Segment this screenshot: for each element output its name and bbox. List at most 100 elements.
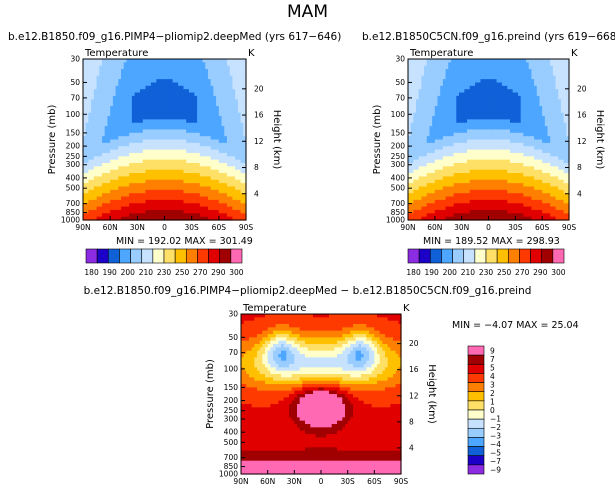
field-cell: [226, 206, 231, 211]
field-cell: [480, 213, 484, 218]
field-cell: [461, 75, 465, 80]
field-cell: [453, 105, 457, 110]
field-cell: [450, 139, 455, 144]
field-cell: [515, 146, 519, 151]
field-cell: [107, 129, 111, 134]
field-cell: [107, 72, 111, 77]
field-cell: [205, 169, 209, 174]
field-cell: [126, 152, 130, 157]
field-cell: [243, 156, 247, 161]
field-cell: [493, 109, 498, 114]
field-cell: [85, 203, 90, 208]
field-cell: [150, 119, 155, 124]
field-cell: [218, 89, 223, 94]
field-cell: [520, 85, 524, 90]
field-cell: [131, 122, 136, 127]
field-cell: [472, 65, 476, 70]
field-cell: [434, 166, 439, 171]
field-cell: [112, 139, 117, 144]
field-cell: [183, 193, 187, 198]
field-cell: [477, 199, 482, 204]
field-cell: [515, 139, 519, 144]
field-cell: [156, 105, 160, 110]
field-cell: [145, 59, 149, 63]
field-cell: [488, 136, 492, 141]
field-cell: [96, 152, 100, 157]
field-cell: [434, 102, 439, 107]
field-cell: [437, 199, 441, 204]
field-cell: [477, 62, 482, 67]
field-cell: [429, 162, 433, 167]
field-cell: [472, 59, 476, 63]
field-cell: [224, 213, 228, 218]
field-cell: [186, 179, 190, 184]
field-cell: [456, 179, 460, 184]
field-cell: [456, 186, 460, 191]
field-cell: [148, 146, 152, 151]
field-cell: [229, 95, 234, 100]
field-cell: [169, 196, 174, 201]
field-cell: [224, 186, 228, 191]
field-cell: [175, 105, 179, 110]
field-cell: [434, 162, 439, 167]
field-cell: [221, 166, 225, 171]
field-cell: [88, 89, 92, 94]
field-cell: [461, 116, 465, 120]
field-cell: [434, 139, 439, 144]
field-cell: [91, 173, 95, 177]
field-cell: [129, 72, 133, 77]
field-cell: [207, 166, 212, 171]
field-cell: [194, 176, 198, 181]
field-cell: [221, 69, 225, 74]
field-cell: [161, 99, 166, 104]
field-cell: [240, 183, 244, 188]
field-cell: [180, 126, 185, 131]
field-cell: [432, 79, 436, 84]
field-cell: [426, 156, 431, 161]
field-cell: [205, 85, 209, 90]
field-cell: [520, 82, 524, 87]
field-cell: [240, 149, 244, 154]
field-cell: [197, 126, 201, 131]
field-cell: [167, 139, 171, 144]
field-cell: [91, 199, 95, 204]
field-cell: [104, 116, 109, 120]
field-cell: [183, 156, 187, 161]
field-cell: [104, 183, 109, 188]
field-cell: [115, 62, 119, 67]
field-cell: [235, 183, 239, 188]
field-cell: [496, 173, 500, 177]
field-cell: [429, 116, 433, 120]
field-cell: [453, 146, 457, 151]
field-cell: [83, 136, 87, 141]
field-cell: [240, 146, 244, 151]
field-cell: [83, 89, 87, 94]
field-cell: [91, 159, 95, 164]
field-cell: [488, 119, 492, 124]
field-cell: [483, 69, 487, 74]
field-cell: [445, 142, 449, 147]
field-cell: [129, 213, 133, 218]
field-cell: [186, 142, 190, 147]
field-cell: [437, 209, 441, 214]
field-cell: [477, 183, 482, 188]
field-cell: [134, 206, 138, 211]
field-cell: [104, 109, 109, 114]
field-cell: [183, 92, 187, 97]
field-cell: [153, 95, 157, 100]
field-cell: [456, 79, 460, 84]
field-cell: [83, 92, 87, 97]
field-cell: [161, 149, 166, 154]
field-cell: [501, 206, 506, 211]
field-cell: [504, 146, 508, 151]
field-cell: [153, 176, 157, 181]
field-cell: [442, 129, 447, 134]
field-cell: [461, 69, 465, 74]
field-cell: [161, 59, 166, 63]
field-cell: [485, 112, 490, 117]
field-cell: [112, 92, 117, 97]
field-cell: [180, 72, 185, 77]
field-cell: [224, 152, 228, 157]
field-cell: [126, 179, 130, 184]
field-cell: [461, 169, 465, 174]
